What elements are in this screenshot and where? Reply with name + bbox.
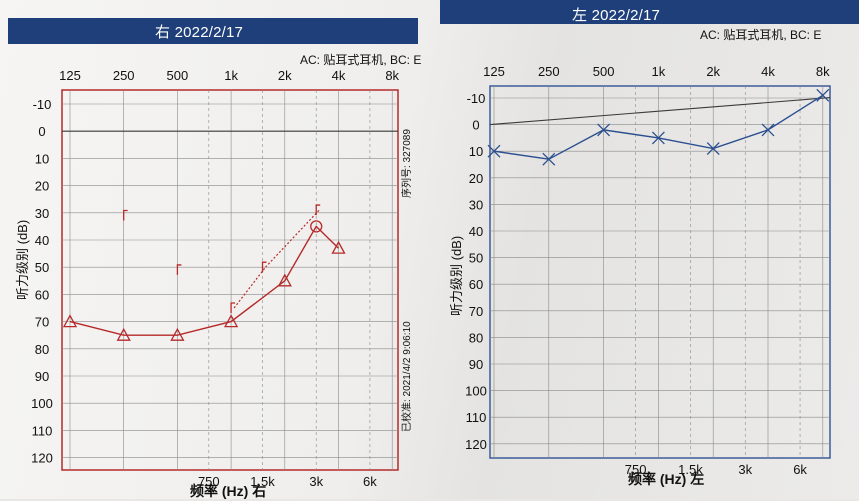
y-tick-label: 40 — [469, 224, 483, 239]
y-tick-label: 100 — [465, 384, 487, 399]
y-tick-label: 90 — [469, 357, 483, 372]
y-tick-label: 50 — [35, 260, 49, 275]
bone-conduction-bracket-marker — [123, 209, 128, 221]
y-tick-label: 60 — [35, 287, 49, 302]
air-conduction-x-marker — [816, 88, 830, 102]
x-tick-label-top: 4k — [332, 68, 346, 83]
air-conduction-triangle-marker — [116, 327, 131, 341]
y-tick-label: 0 — [472, 118, 479, 133]
right-header-bar — [440, 0, 859, 24]
x-tick-label-bottom: 6k — [363, 474, 377, 489]
bone-conduction-line — [265, 209, 320, 268]
y-tick-label: 40 — [35, 233, 49, 248]
air-conduction-triangle-marker — [331, 240, 346, 254]
bone-conduction-bracket-marker — [261, 261, 267, 273]
y-tick-label: 90 — [35, 369, 49, 384]
x-tick-label-top: 125 — [59, 68, 81, 83]
bone-conduction-bracket-marker — [230, 302, 236, 313]
x-tick-label-top: 8k — [385, 68, 399, 83]
x-tick-label-bottom: 1.5k — [250, 474, 275, 489]
air-conduction-x-marker — [651, 131, 665, 145]
x-tick-label-top: 8k — [816, 64, 830, 79]
air-conduction-line — [69, 225, 339, 336]
y-tick-label: -10 — [467, 91, 486, 106]
bone-conduction-bracket-marker — [315, 204, 321, 216]
x-tick-label-bottom: 750 — [198, 474, 220, 489]
bone-conduction-bracket-marker — [176, 264, 182, 275]
plot-frame — [489, 85, 831, 459]
left-header-bar — [8, 18, 418, 44]
x-tick-label-bottom: 1.5k — [678, 462, 703, 477]
air-conduction-triangle-marker — [62, 314, 78, 328]
x-tick-label-top: 500 — [593, 64, 615, 79]
x-tick-label-top: 125 — [483, 64, 505, 79]
y-tick-label: 70 — [469, 304, 483, 319]
left-header-title: 右 2022/2/17 — [155, 24, 244, 41]
y-tick-label: 20 — [469, 171, 483, 186]
x-tick-label-bottom: 3k — [309, 474, 323, 489]
x-tick-label-bottom: 3k — [738, 462, 752, 477]
air-conduction-x-marker — [706, 142, 720, 155]
x-tick-label-bottom: 750 — [625, 462, 647, 477]
air-conduction-x-marker — [597, 123, 611, 137]
x-tick-label-top: 250 — [538, 64, 560, 79]
x-tick-label-top: 1k — [224, 68, 238, 83]
x-tick-label-top: 1k — [652, 64, 666, 79]
air-conduction-x-marker — [542, 152, 556, 166]
plot-frame — [61, 89, 399, 471]
air-conduction-x-marker — [487, 144, 501, 158]
y-tick-label: 80 — [469, 330, 483, 345]
x-tick-label-top: 250 — [113, 68, 135, 83]
x-tick-label-top: 2k — [706, 64, 720, 79]
y-tick-label: 10 — [35, 151, 49, 166]
y-tick-label: 120 — [465, 437, 487, 452]
x-tick-label-bottom: 6k — [793, 462, 807, 477]
air-conduction-circle-marker — [310, 220, 323, 233]
y-tick-label: 30 — [469, 197, 483, 212]
zero-db-reference-line — [489, 97, 831, 126]
right-x-axis-title: 频率 (Hz) 左 — [628, 471, 705, 487]
x-tick-label-top: 500 — [167, 68, 189, 83]
air-conduction-triangle-marker — [224, 314, 239, 328]
y-tick-label: 100 — [31, 396, 53, 411]
y-tick-label: 10 — [469, 144, 483, 159]
x-tick-label-top: 4k — [761, 64, 775, 79]
y-tick-label: 0 — [38, 124, 45, 139]
y-tick-label: 80 — [35, 342, 49, 357]
left-x-axis-title: 频率 (Hz) 右 — [190, 483, 267, 499]
bone-conduction-line — [233, 266, 266, 309]
y-tick-label: 20 — [35, 179, 49, 194]
air-conduction-triangle-marker — [277, 273, 292, 287]
y-tick-label: 120 — [31, 451, 53, 466]
y-tick-label: 30 — [35, 206, 49, 221]
air-conduction-x-marker — [761, 123, 775, 137]
air-conduction-triangle-marker — [170, 327, 185, 341]
y-tick-label: 110 — [466, 410, 487, 425]
y-tick-label: 60 — [469, 277, 483, 292]
y-tick-label: -10 — [33, 97, 52, 112]
x-tick-label-top: 2k — [278, 68, 292, 83]
right-transducer-info: AC: 贴耳式耳机, BC: E — [700, 28, 822, 42]
y-tick-label: 50 — [469, 251, 483, 266]
left-transducer-info: AC: 贴耳式耳机, BC: E — [300, 53, 422, 67]
y-tick-label: 70 — [35, 315, 49, 330]
y-tick-label: 110 — [32, 423, 53, 438]
right-header-title: 左 2022/2/17 — [572, 7, 661, 24]
